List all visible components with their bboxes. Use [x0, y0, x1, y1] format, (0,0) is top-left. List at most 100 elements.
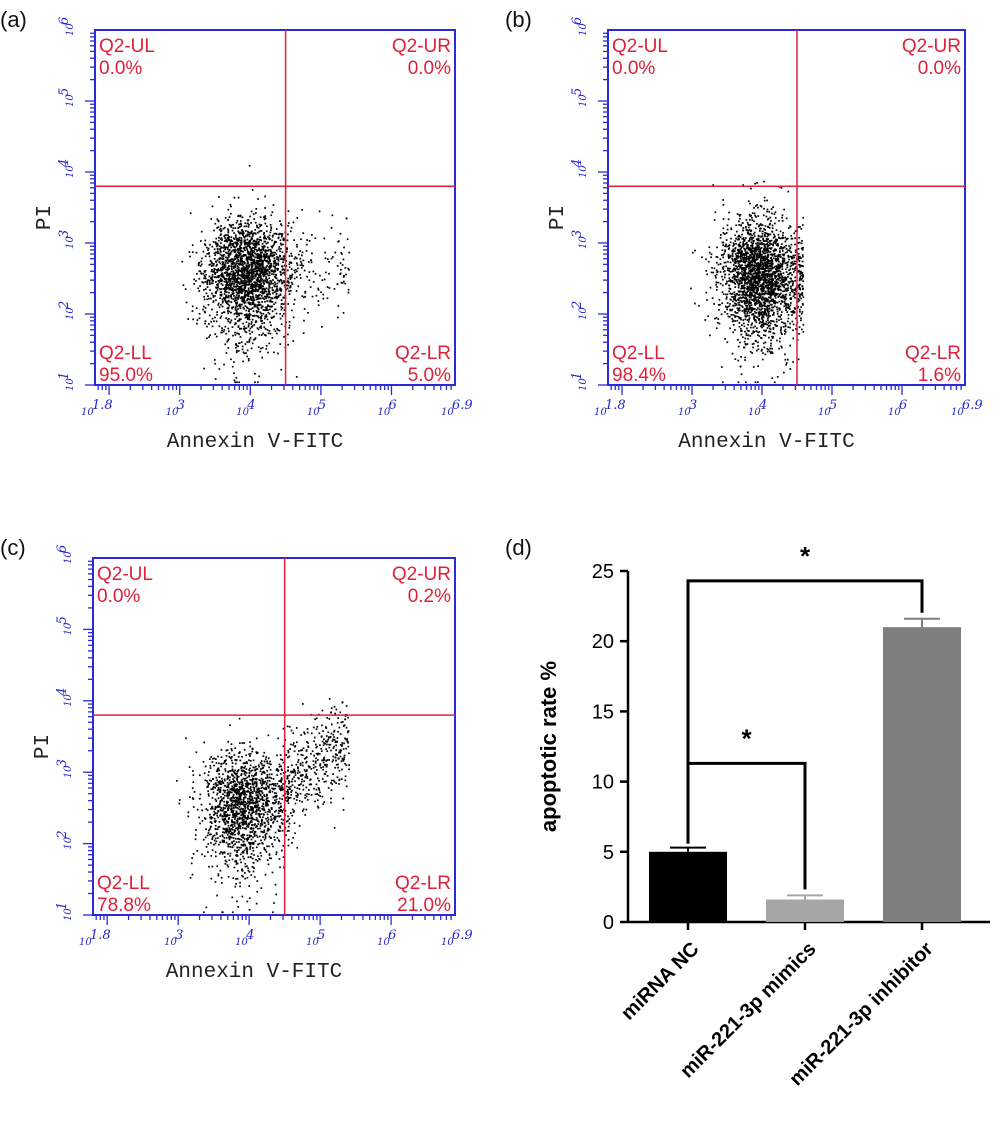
event-point	[293, 257, 296, 260]
event-point	[753, 254, 755, 257]
event-point	[719, 237, 722, 239]
event-point	[743, 311, 746, 314]
event-point	[275, 228, 278, 230]
event-point	[763, 252, 766, 255]
event-point	[769, 327, 771, 330]
event-point	[301, 295, 304, 297]
event-point	[722, 199, 724, 201]
event-point	[741, 324, 743, 326]
event-point	[268, 285, 271, 288]
event-point	[759, 304, 761, 307]
event-point	[768, 273, 771, 276]
event-point	[721, 241, 724, 244]
event-point	[785, 262, 788, 264]
event-point	[779, 251, 781, 253]
event-point	[254, 381, 256, 384]
event-point	[750, 276, 753, 279]
event-point	[775, 258, 778, 260]
event-point	[294, 256, 297, 258]
event-point	[790, 311, 793, 313]
event-point	[260, 306, 263, 309]
event-point	[200, 260, 203, 263]
event-point	[729, 292, 732, 295]
event-point	[226, 296, 229, 299]
event-point	[210, 277, 213, 279]
event-point	[770, 342, 772, 345]
event-point	[732, 300, 734, 303]
event-point	[259, 294, 261, 296]
event-point	[265, 270, 268, 272]
event-point	[757, 348, 760, 351]
event-point	[783, 246, 786, 249]
event-point	[269, 249, 272, 251]
event-point	[336, 283, 339, 286]
event-point	[242, 282, 245, 285]
event-point	[730, 237, 732, 240]
event-point	[248, 310, 250, 313]
event-point	[340, 268, 342, 271]
event-point	[211, 276, 214, 278]
x-axis-ticks	[97, 385, 452, 395]
event-point	[802, 273, 804, 276]
event-point	[197, 287, 199, 290]
event-point	[747, 288, 749, 291]
event-point	[201, 257, 203, 260]
event-point	[716, 246, 718, 249]
event-point	[768, 267, 770, 270]
event-point	[769, 263, 772, 265]
event-point	[216, 286, 218, 289]
event-point	[765, 282, 768, 285]
event-point	[222, 288, 225, 290]
event-point	[266, 318, 269, 321]
event-point	[257, 283, 260, 286]
event-point	[734, 265, 737, 267]
event-point	[739, 309, 741, 312]
event-point	[722, 218, 725, 220]
event-point	[240, 318, 242, 321]
event-point	[263, 235, 266, 237]
event-point	[739, 257, 742, 260]
event-point	[774, 277, 776, 279]
event-point	[216, 313, 218, 316]
event-point	[743, 309, 746, 311]
event-point	[787, 289, 789, 291]
event-point	[777, 293, 779, 295]
event-point	[244, 301, 247, 304]
event-point	[748, 311, 751, 314]
event-point	[740, 290, 742, 293]
event-point	[782, 322, 785, 324]
event-point	[781, 295, 784, 297]
event-point	[767, 348, 770, 351]
event-point	[746, 252, 749, 255]
event-point	[234, 263, 237, 266]
event-point	[267, 292, 270, 295]
event-point	[760, 247, 762, 250]
event-point	[742, 292, 744, 294]
event-point	[763, 196, 766, 199]
event-point	[269, 254, 272, 257]
event-point	[754, 304, 756, 306]
event-point	[282, 238, 284, 241]
event-point	[243, 278, 246, 281]
event-point	[800, 312, 803, 315]
event-point	[185, 301, 188, 304]
event-point	[301, 209, 303, 211]
event-point	[248, 314, 251, 317]
event-point	[743, 238, 745, 241]
event-point	[267, 241, 269, 244]
event-point	[229, 321, 231, 324]
event-point	[737, 244, 740, 246]
event-point	[782, 280, 785, 282]
event-point	[802, 287, 804, 290]
event-point	[772, 291, 774, 293]
event-point	[794, 237, 796, 240]
event-point	[250, 263, 253, 266]
event-point	[233, 250, 236, 252]
event-point	[792, 311, 795, 313]
event-point	[790, 251, 792, 254]
event-point	[727, 248, 730, 250]
event-point	[242, 360, 244, 363]
event-point	[738, 214, 741, 216]
event-point	[722, 241, 725, 244]
